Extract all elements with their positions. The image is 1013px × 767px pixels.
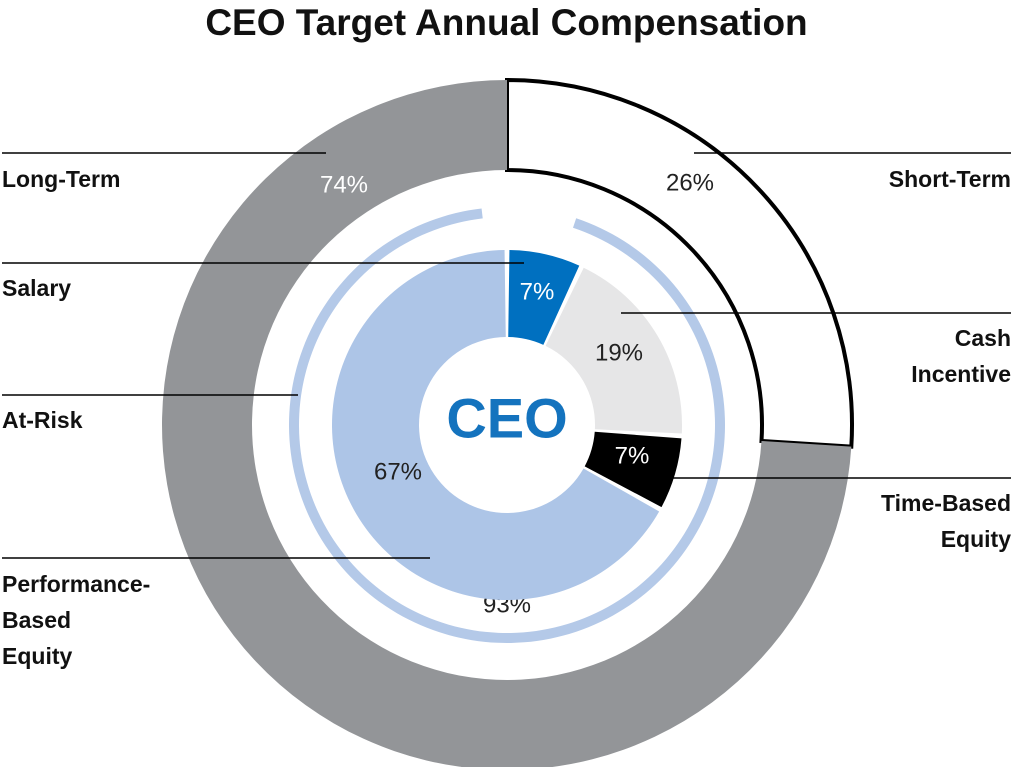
callout-time-based-equity: Time-Based Equity [881,485,1011,557]
center-label: CEO [446,387,567,450]
data-label-short-term: 26% [666,170,714,197]
callout-cash-incentive: Cash Incentive [911,320,1011,392]
callout-short-term: Short-Term [888,166,1011,192]
slice-short-term [505,77,854,449]
callout-line: Time-Based [881,490,1011,516]
data-label-time-based-equity: 7% [615,443,650,470]
data-label-cash-incentive: 19% [595,340,643,367]
slice-cash-incentive [545,267,683,434]
callout-long-term: Long-Term [2,166,121,192]
slice-time-based-equity [584,431,682,508]
data-label-performance-based-equity: 67% [374,459,422,486]
chart-title: CEO Target Annual Compensation [205,2,808,43]
callout-performance-based-equity: Performance- Based Equity [2,566,150,674]
callout-line: Incentive [911,361,1011,387]
data-label-salary: 7% [520,279,555,306]
callout-line: Equity [2,643,73,669]
callout-line: Based [2,607,72,633]
callout-line: Equity [940,526,1011,552]
data-label-long-term: 74% [320,172,368,199]
callout-line: Performance- [2,571,151,597]
slice-performance-based-equity [331,250,660,600]
callout-line: Cash [954,325,1011,351]
slice-salary [508,250,580,345]
callout-salary: Salary [2,275,72,301]
callout-at-risk: At-Risk [2,407,83,433]
